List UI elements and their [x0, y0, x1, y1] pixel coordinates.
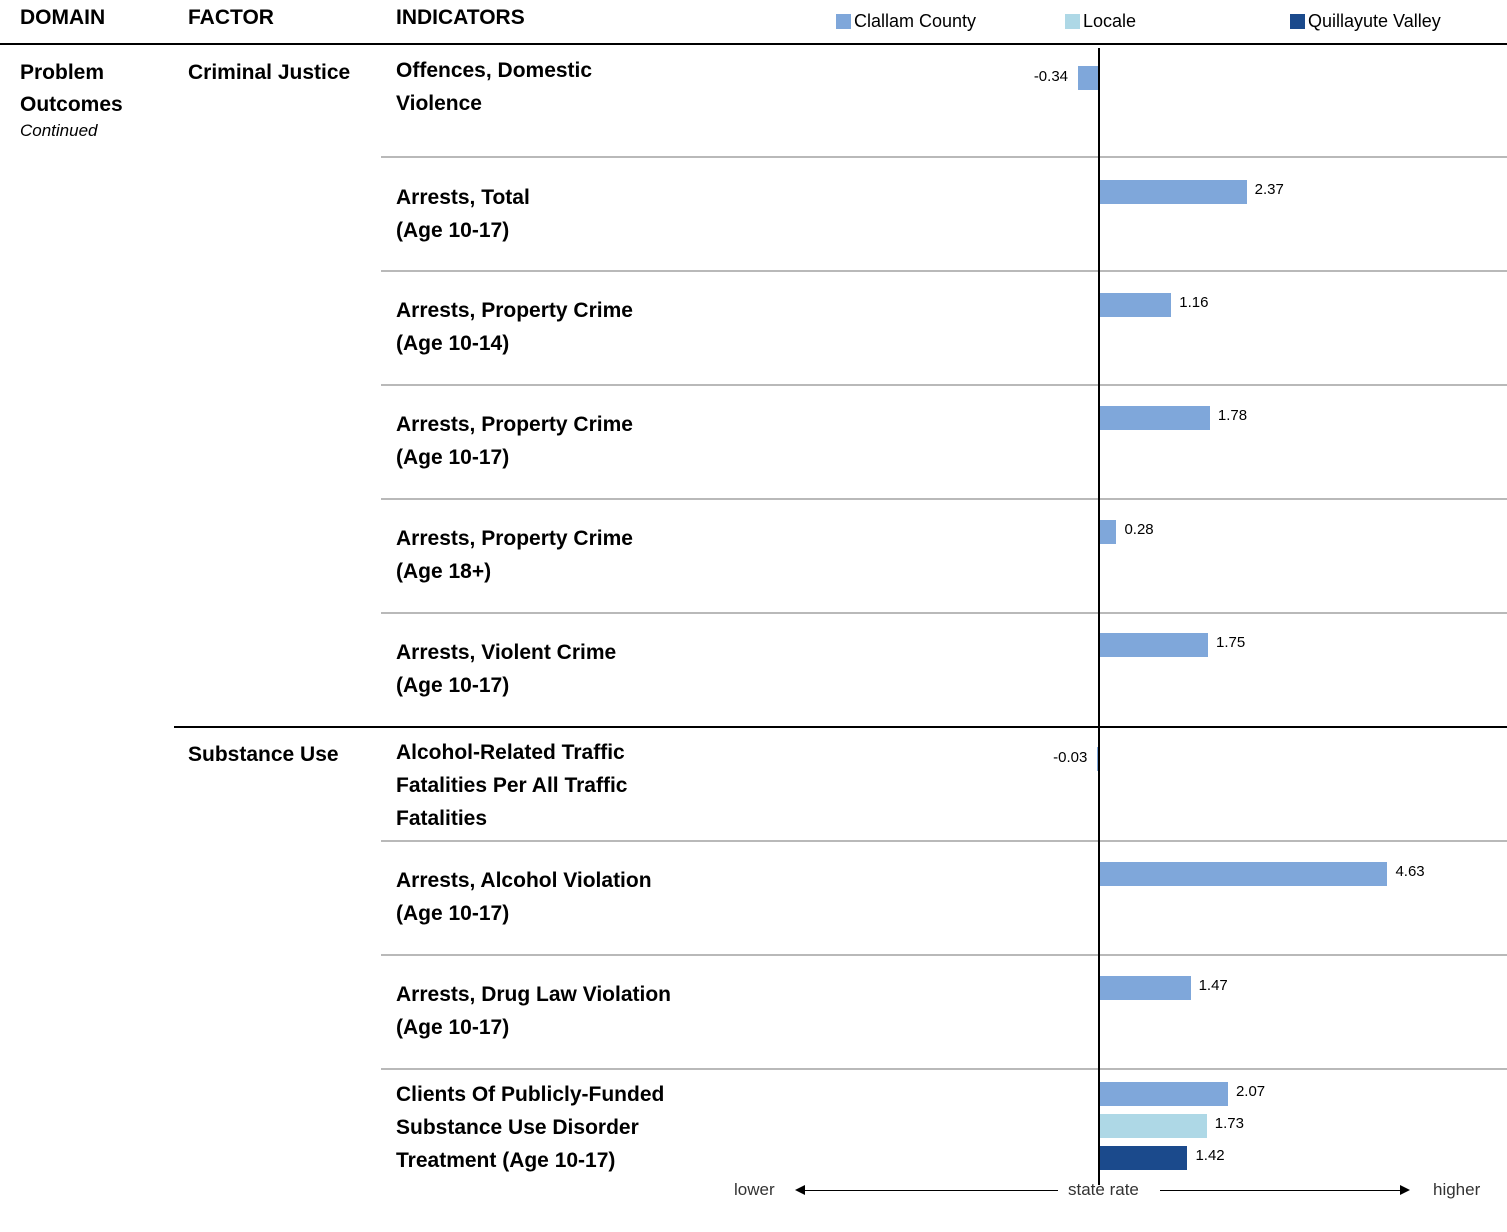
row-separator — [381, 270, 1507, 272]
bar-locale — [1099, 1114, 1207, 1138]
bar-clallam-county — [1099, 406, 1210, 430]
bar-quillayute-valley — [1099, 1146, 1188, 1170]
bar-clallam-county — [1099, 1082, 1228, 1106]
indicator-label: Arrests, Drug Law Violation (Age 10-17) — [396, 983, 671, 1039]
factor-substance-use: Substance Use — [188, 743, 339, 766]
bar-value-label: 1.42 — [1195, 1147, 1225, 1164]
indicator-label: Arrests, Alcohol Violation (Age 10-17) — [396, 869, 652, 925]
row-separator — [381, 954, 1507, 956]
legend-label: Quillayute Valley — [1308, 11, 1441, 31]
legend-swatch-clallam-county — [836, 14, 851, 29]
row-separator — [381, 156, 1507, 158]
bar-value-label: -0.34 — [1033, 68, 1069, 85]
column-header-domain: DOMAIN — [20, 6, 106, 29]
row-separator — [381, 612, 1507, 614]
bar-clallam-county — [1099, 633, 1209, 657]
legend-item-quillayute-valley: Quillayute Valley — [1290, 11, 1441, 32]
domain-sublabel: Continued — [20, 121, 98, 140]
legend-swatch-locale — [1065, 14, 1080, 29]
column-header-indicators: INDICATORS — [396, 6, 525, 29]
row-separator — [381, 498, 1507, 500]
arrow-left-icon — [795, 1185, 805, 1195]
bar-value-label: 1.47 — [1198, 977, 1228, 994]
row-separator — [381, 840, 1507, 842]
bar-clallam-county — [1099, 293, 1172, 317]
bar-clallam-county — [1099, 862, 1388, 886]
indicator-label: Alcohol-Related Traffic Fatalities Per A… — [396, 741, 628, 830]
header-rule — [0, 43, 1507, 45]
row-separator — [381, 1068, 1507, 1070]
arrow-line-left — [803, 1190, 1058, 1191]
indicator-label: Arrests, Property Crime (Age 10-14) — [396, 299, 633, 355]
indicator-label: Arrests, Total (Age 10-17) — [396, 186, 530, 242]
indicator-label: Arrests, Property Crime (Age 10-17) — [396, 413, 633, 469]
factor-criminal-justice: Criminal Justice — [188, 61, 351, 84]
indicator-label: Offences, Domestic Violence — [396, 59, 593, 115]
bar-clallam-county — [1099, 180, 1247, 204]
bar-clallam-county — [1099, 520, 1117, 544]
bar-value-label: 1.75 — [1216, 634, 1246, 651]
legend-swatch-quillayute-valley — [1290, 14, 1305, 29]
arrow-right-icon — [1400, 1185, 1410, 1195]
bar-value-label: 4.63 — [1395, 863, 1425, 880]
bar-value-label: 2.37 — [1254, 181, 1284, 198]
factor-divider-rule — [174, 726, 1507, 728]
bar-clallam-county — [1077, 66, 1099, 90]
indicator-label: Arrests, Violent Crime (Age 10-17) — [396, 641, 617, 697]
arrow-line-right — [1160, 1190, 1402, 1191]
indicator-label: Arrests, Property Crime (Age 18+) — [396, 527, 633, 583]
legend-item-clallam-county: Clallam County — [836, 11, 976, 32]
indicator-label: Clients Of Publicly-Funded Substance Use… — [396, 1083, 665, 1172]
column-header-factor: FACTOR — [188, 6, 274, 29]
domain-label: Problem Outcomes — [20, 61, 123, 116]
row-separator — [381, 384, 1507, 386]
legend-item-locale: Locale — [1065, 11, 1136, 32]
legend-label: Clallam County — [854, 11, 977, 31]
footer-lower-label: lower — [734, 1180, 775, 1199]
bar-value-label: -0.03 — [1053, 749, 1088, 766]
bar-value-label: 0.28 — [1124, 521, 1154, 538]
bar-value-label: 2.07 — [1235, 1083, 1266, 1100]
footer-state-rate-label: state rate — [1068, 1180, 1139, 1199]
bar-value-label: 1.78 — [1217, 407, 1248, 424]
footer-higher-label: higher — [1433, 1180, 1481, 1199]
legend-label: Locale — [1083, 11, 1137, 31]
state-rate-axis — [1098, 48, 1100, 1185]
bar-value-label: 1.73 — [1214, 1115, 1244, 1132]
bar-clallam-county — [1099, 976, 1191, 1000]
bar-value-label: 1.16 — [1179, 294, 1209, 311]
